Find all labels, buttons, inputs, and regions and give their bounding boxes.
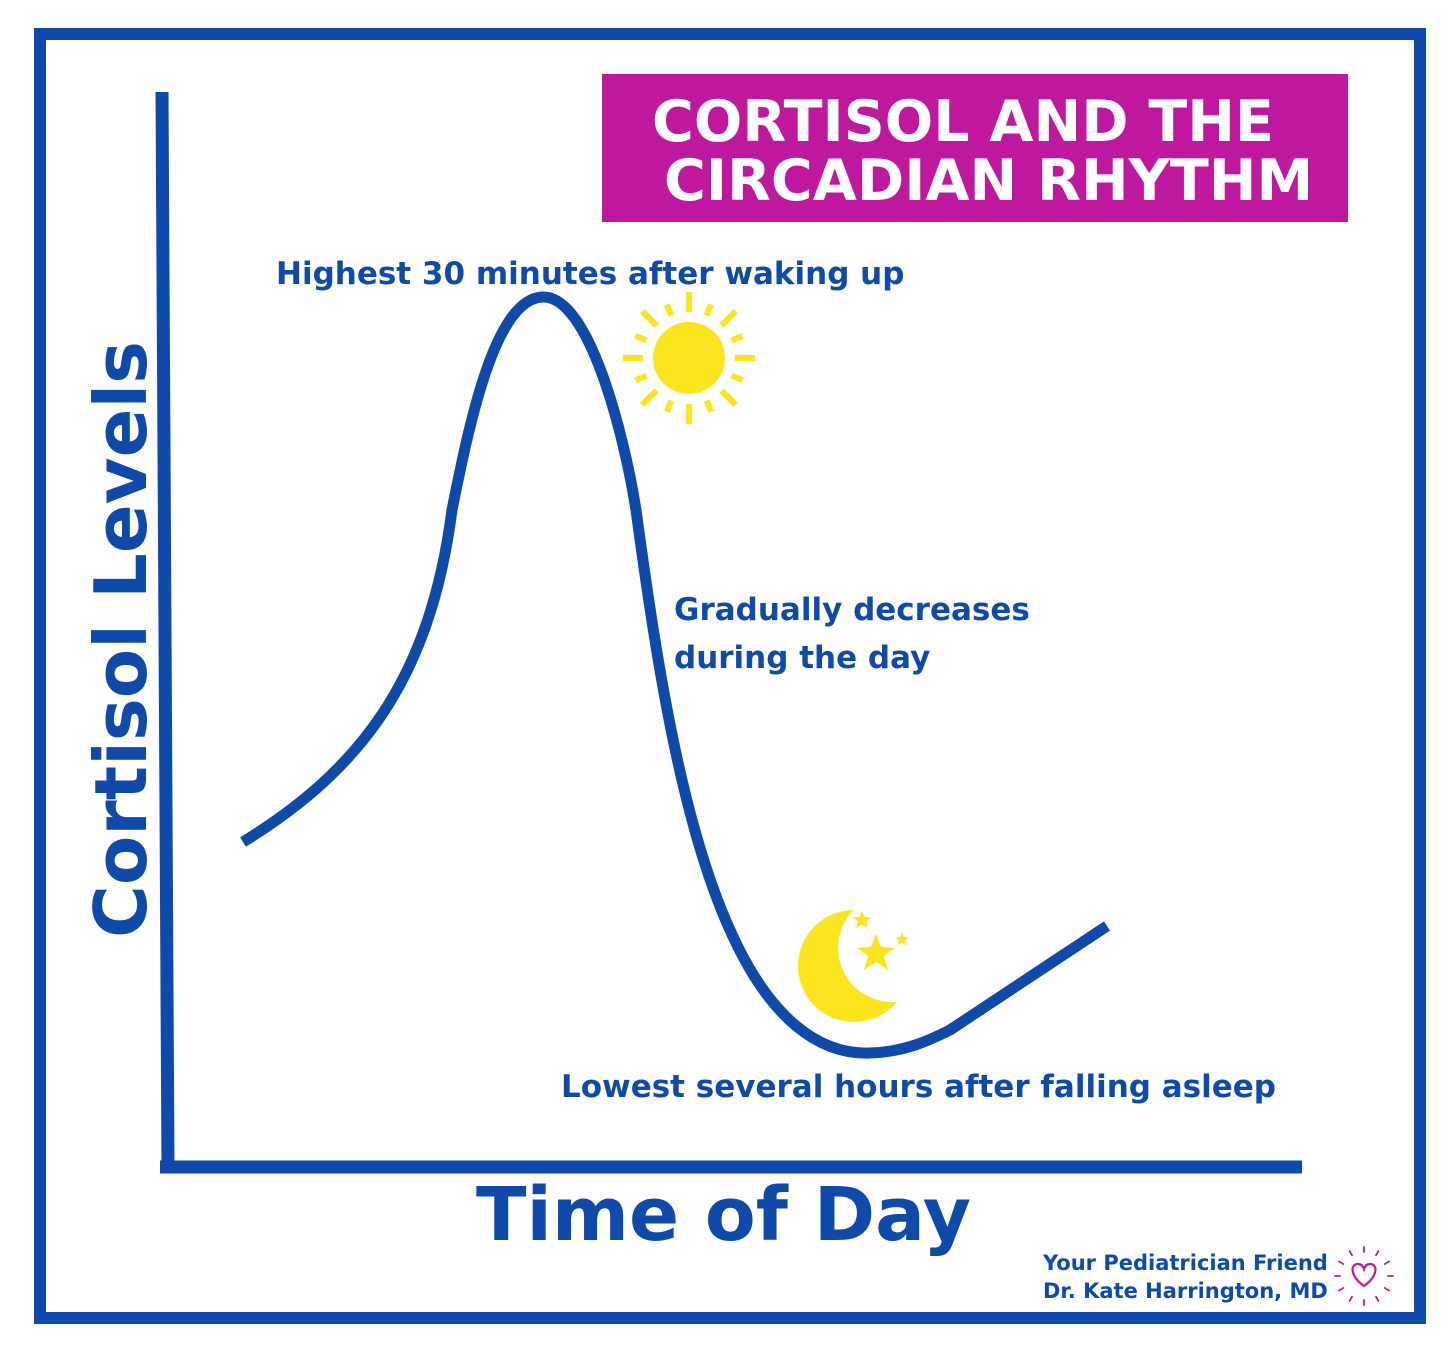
title-background: [602, 74, 1348, 222]
star-small-right: [895, 932, 909, 946]
title-box: CORTISOL AND THE CIRCADIAN RHYTHM: [602, 74, 1348, 222]
sun-ray: [719, 388, 738, 407]
star-small-top: [853, 911, 871, 928]
heart-ray: [1348, 1249, 1353, 1257]
sun-ray: [634, 333, 648, 344]
peak-annotation: Highest 30 minutes after waking up: [276, 256, 904, 292]
lowest-annotation: Lowest several hours after falling aslee…: [561, 1069, 1276, 1105]
moon-crescent: [798, 910, 910, 1022]
heart-ray: [1337, 1260, 1345, 1265]
x-axis-label: Time of Day: [476, 1172, 971, 1258]
heart-ray: [1337, 1287, 1345, 1292]
title-line-2: CIRCADIAN RHYTHM: [664, 148, 1313, 214]
sun-icon: [623, 292, 755, 424]
outer-frame: [34, 28, 1426, 1324]
title-line-1: CORTISOL AND THE: [652, 89, 1274, 155]
sun-ray: [640, 388, 659, 407]
heart-ray: [1375, 1249, 1380, 1257]
sun-ray: [703, 303, 714, 317]
sun-ray: [634, 372, 648, 383]
sun-ray: [664, 303, 675, 317]
sun-ray: [664, 399, 675, 413]
sun-ray: [719, 309, 738, 328]
y-axis: [155, 91, 175, 1171]
sun-ray: [703, 399, 714, 413]
sun-ray: [730, 372, 744, 383]
y-axis-label: Cortisol Levels: [79, 341, 163, 938]
sun-ray: [640, 309, 659, 328]
decrease-annotation-line-2: during the day: [674, 640, 930, 676]
star-large: [857, 934, 895, 970]
heart-ray: [1375, 1295, 1380, 1303]
heart-ray: [1383, 1287, 1391, 1292]
sun-ray: [730, 333, 744, 344]
credit-line-1: Your Pediatrician Friend: [1042, 1251, 1328, 1275]
heart-icon: [1334, 1246, 1394, 1306]
cortisol-curve: [240, 291, 1111, 1059]
moon-stars-icon: [798, 910, 910, 1022]
credit-line-2: Dr. Kate Harrington, MD: [1043, 1279, 1328, 1303]
heart-ray: [1348, 1295, 1353, 1303]
decrease-annotation-line-1: Gradually decreases: [674, 592, 1030, 628]
heart-ray: [1383, 1260, 1391, 1265]
